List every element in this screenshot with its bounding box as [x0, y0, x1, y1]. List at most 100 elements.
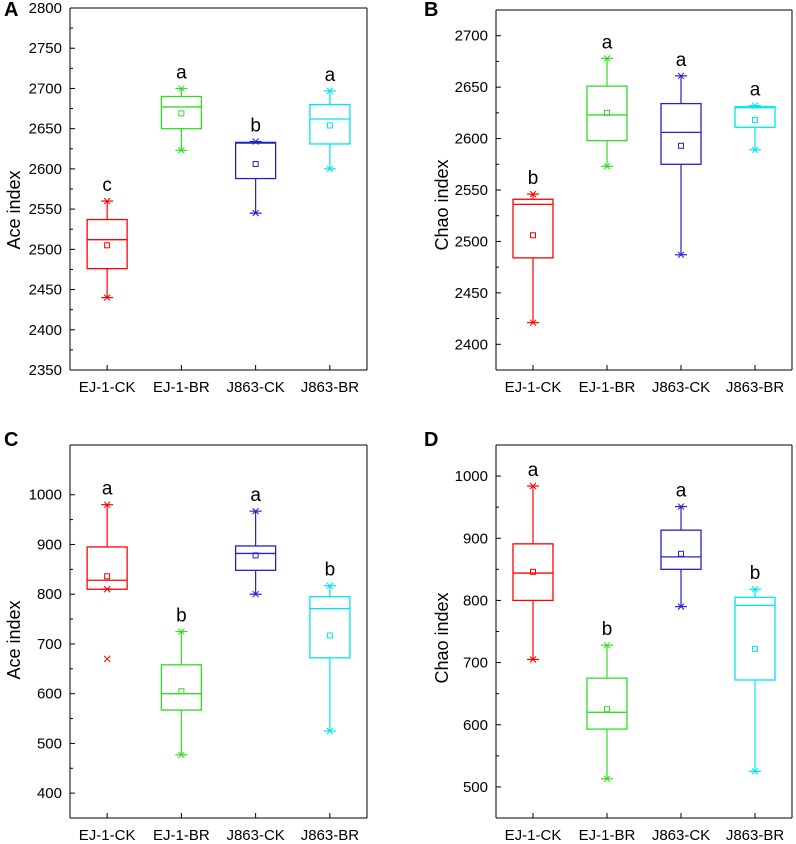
max-marker — [326, 582, 334, 590]
y-tick-label: 500 — [463, 779, 488, 796]
y-tick-label: 2750 — [29, 40, 62, 57]
mean-marker — [252, 552, 259, 559]
min-marker — [603, 775, 611, 783]
y-tick-label: 800 — [463, 592, 488, 609]
x-tick-label: EJ-1-CK — [505, 827, 562, 844]
max-marker — [529, 190, 537, 198]
y-tick-label: 700 — [37, 636, 62, 653]
mean-marker — [530, 568, 536, 575]
panel-label: D — [424, 429, 438, 451]
x-tick-label: J863-CK — [226, 827, 284, 844]
max-marker — [326, 87, 334, 95]
x-tick-label: J863-BR — [301, 379, 360, 396]
iqr-box — [309, 103, 351, 145]
mean-marker — [326, 632, 333, 639]
iqr-box — [512, 198, 554, 259]
min-marker — [252, 209, 259, 217]
significance-letter: b — [602, 619, 613, 640]
y-tick-label: 2600 — [29, 161, 62, 178]
y-tick-label: 2400 — [29, 322, 62, 339]
y-tick-label: 600 — [463, 717, 488, 734]
significance-letter: b — [528, 168, 539, 189]
x-tick-label: J863-BR — [726, 379, 785, 396]
x-tick-label: J863-BR — [726, 827, 785, 844]
y-tick-label: 700 — [463, 655, 488, 672]
iqr-box — [586, 677, 628, 730]
iqr-box — [586, 85, 628, 142]
iqr-box — [309, 596, 351, 659]
mean-marker — [104, 573, 111, 580]
y-tick-label: 2350 — [29, 362, 62, 379]
y-tick-label: 1000 — [455, 468, 488, 485]
box-ej-1-ck: b — [512, 168, 554, 327]
box-ej-1-br: b — [586, 619, 628, 783]
min-marker — [178, 751, 185, 759]
mean-marker — [530, 232, 536, 239]
max-marker — [103, 197, 111, 205]
y-tick-label: 2400 — [455, 336, 488, 353]
y-tick-label: 900 — [463, 530, 488, 547]
x-tick-label: EJ-1-CK — [505, 379, 562, 396]
significance-letter: a — [602, 32, 613, 53]
max-marker — [603, 54, 611, 62]
panel-label: A — [4, 0, 18, 21]
panel-d: D Chao index 500 600 700 800 900 1000 EJ-1-CK a… — [424, 429, 793, 844]
y-tick-label: 2550 — [29, 201, 62, 218]
y-axis-title: Ace index — [4, 170, 24, 249]
y-axis-title: Ace index — [4, 600, 24, 679]
iqr-box — [160, 664, 203, 711]
panel-label: B — [424, 0, 438, 21]
x-tick-label: EJ-1-BR — [579, 827, 636, 844]
y-tick-label: 2500 — [29, 241, 62, 258]
y-tick-label: 2450 — [455, 285, 488, 302]
significance-letter: a — [750, 80, 761, 101]
significance-letter: a — [528, 460, 539, 481]
max-marker — [252, 507, 259, 515]
significance-letter: a — [250, 485, 261, 506]
y-tick-label: 2700 — [29, 80, 62, 97]
x-tick-label: J863-CK — [226, 379, 284, 396]
mean-marker — [604, 706, 610, 713]
y-tick-label: 2800 — [29, 0, 62, 17]
box-ej-1-ck: c — [86, 175, 128, 301]
min-marker — [751, 146, 759, 154]
iqr-box — [734, 596, 776, 681]
mean-marker — [178, 688, 185, 695]
box-j863-br: b — [309, 560, 351, 735]
box-j863-br: a — [734, 80, 776, 154]
significance-letter: b — [750, 563, 761, 584]
box-ej-1-br: b — [160, 606, 203, 759]
y-tick-label: 2650 — [29, 121, 62, 138]
min-marker — [529, 319, 537, 327]
y-tick-label: 2600 — [455, 131, 488, 148]
box-j863-ck: a — [234, 485, 277, 598]
x-tick-label: EJ-1-BR — [579, 379, 636, 396]
significance-letter: a — [325, 65, 336, 86]
iqr-box — [160, 95, 203, 130]
x-tick-label: EJ-1-CK — [79, 827, 136, 844]
y-tick-label: 600 — [37, 686, 62, 703]
box-ej-1-br: a — [160, 62, 203, 154]
mean-marker — [326, 122, 333, 129]
min-marker — [103, 294, 111, 301]
max-marker — [677, 503, 685, 510]
iqr-box — [660, 529, 702, 570]
iqr-box — [86, 546, 128, 590]
mean-marker — [678, 550, 684, 557]
iqr-box — [660, 102, 702, 165]
min-marker — [677, 251, 685, 259]
box-j863-ck: a — [660, 481, 702, 610]
min-marker — [529, 656, 537, 663]
y-tick-label: 2700 — [455, 28, 488, 45]
mean-marker — [604, 109, 610, 116]
y-tick-label: 2450 — [29, 282, 62, 299]
max-marker — [603, 641, 611, 649]
iqr-box — [734, 106, 776, 128]
mean-marker — [252, 161, 259, 168]
significance-letter: c — [102, 175, 112, 196]
mean-marker — [678, 142, 684, 149]
x-tick-label: J863-CK — [652, 827, 710, 844]
y-tick-label: 2550 — [455, 182, 488, 199]
y-tick-label: 900 — [37, 536, 62, 553]
